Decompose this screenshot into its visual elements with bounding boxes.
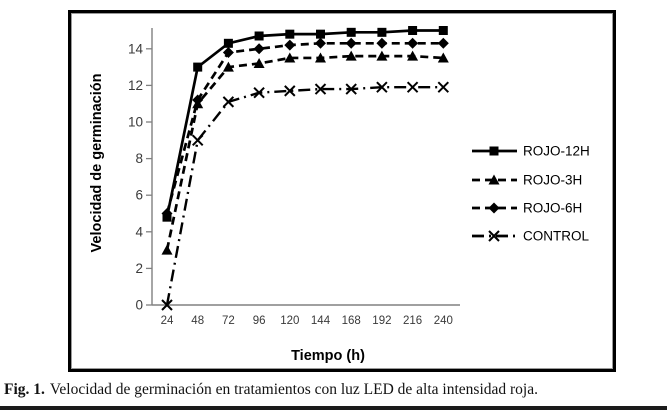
data-point-control-marker	[161, 299, 173, 311]
data-point-rojo-3h-marker	[253, 57, 265, 68]
legend-entry-rojo-12h: ROJO-12H	[472, 144, 590, 159]
y-tick-label: 10	[128, 115, 143, 130]
data-point-rojo-6h-marker	[407, 37, 419, 49]
data-point-rojo-12h-marker	[162, 212, 172, 222]
bottom-horizontal-rule	[0, 406, 667, 410]
data-point-control-marker	[253, 87, 265, 99]
x-tick-label: 144	[311, 315, 331, 327]
data-point-rojo-6h-marker	[345, 37, 357, 49]
x-tick-label: 96	[253, 315, 266, 327]
data-point-control-marker	[191, 134, 204, 147]
series-line-control	[165, 86, 444, 306]
data-point-rojo-6h-marker	[222, 46, 234, 58]
legend-label: ROJO-12H	[523, 144, 590, 159]
data-point-control-marker	[314, 83, 327, 95]
legend-entry-control: CONTROL	[472, 229, 589, 244]
data-point-rojo-12h-marker	[346, 27, 356, 37]
y-tick-label: 12	[128, 78, 143, 93]
data-point-rojo-12h-marker	[408, 26, 418, 35]
data-point-rojo-12h-marker	[254, 31, 264, 41]
data-point-rojo-3h-marker	[437, 52, 449, 63]
legend-label: ROJO-3H	[523, 173, 582, 188]
x-tick-label: 216	[403, 315, 422, 327]
figure-caption-text: Velocidad de germinación en tratamientos…	[49, 381, 538, 398]
data-point-rojo-3h-marker	[222, 61, 234, 72]
data-point-rojo-6h-marker	[437, 37, 449, 49]
x-axis-title: Tiempo (h)	[291, 348, 365, 364]
legend-triangle-marker-icon	[488, 174, 500, 185]
x-tick-label: 24	[161, 315, 174, 327]
data-point-control-marker	[406, 81, 419, 93]
legend-entry-rojo-6h: ROJO-6H	[472, 201, 582, 216]
data-point-control-marker	[284, 85, 296, 97]
y-tick-label: 4	[135, 224, 143, 239]
x-tick-label: 48	[191, 315, 204, 327]
data-point-rojo-3h-marker	[284, 52, 296, 63]
data-point-rojo-3h-marker	[345, 50, 357, 61]
legend-label: ROJO-6H	[523, 201, 582, 216]
data-point-control-marker	[437, 81, 450, 93]
series-line-rojo-12h	[165, 29, 444, 218]
data-point-control-marker	[345, 83, 357, 95]
y-tick-label: 6	[135, 188, 143, 203]
data-point-rojo-12h-marker	[193, 62, 203, 72]
data-point-rojo-12h-marker	[438, 26, 448, 35]
data-point-rojo-12h-marker	[223, 38, 233, 48]
data-point-rojo-12h-marker	[377, 27, 387, 37]
legend-label: CONTROL	[523, 229, 589, 244]
legend-diamond-marker-icon	[488, 202, 500, 214]
data-point-control-marker	[222, 96, 235, 108]
figure-caption: Fig. 1. Velocidad de germinación en trata…	[4, 381, 664, 399]
x-tick-label: 120	[280, 315, 299, 327]
series-rojo-3h	[161, 50, 449, 255]
data-point-rojo-6h-marker	[284, 39, 296, 51]
x-tick-label: 168	[342, 315, 361, 327]
data-point-rojo-12h-marker	[316, 29, 325, 39]
data-point-rojo-3h-marker	[407, 50, 419, 61]
series-rojo-6h	[161, 37, 449, 219]
data-point-rojo-6h-marker	[376, 37, 388, 49]
y-tick-label: 8	[135, 151, 143, 166]
x-tick-label: 192	[372, 315, 391, 327]
y-tick-label: 14	[128, 41, 144, 56]
x-tick-label: 240	[434, 315, 453, 327]
data-point-control-marker	[376, 81, 388, 93]
series-control	[161, 81, 450, 311]
data-point-rojo-3h-marker	[192, 98, 204, 109]
series-line-rojo-6h	[165, 41, 444, 214]
series-rojo-12h	[162, 26, 448, 222]
series-line-rojo-3h	[165, 54, 444, 251]
data-point-rojo-3h-marker	[161, 244, 173, 255]
data-point-rojo-6h-marker	[315, 37, 326, 49]
legend-x-marker-icon	[488, 230, 500, 242]
legend-entry-rojo-3h: ROJO-3H	[472, 173, 582, 188]
x-tick-label: 72	[222, 315, 235, 327]
chart-frame: 0 2 4 6 8 10 12 14 24 48 72 96 120 144 168 192 216 240 Vel…	[68, 10, 616, 372]
y-axis-title: Velocidad de germinación	[89, 74, 105, 253]
legend-square-marker-icon	[489, 146, 499, 156]
data-point-rojo-3h-marker	[315, 52, 326, 63]
y-tick-label: 0	[135, 298, 143, 313]
data-point-rojo-3h-marker	[376, 50, 388, 61]
data-point-rojo-12h-marker	[285, 29, 295, 39]
figure-number-label: Fig. 1.	[4, 381, 45, 398]
y-tick-label: 2	[135, 261, 143, 276]
data-point-rojo-6h-marker	[253, 43, 265, 55]
